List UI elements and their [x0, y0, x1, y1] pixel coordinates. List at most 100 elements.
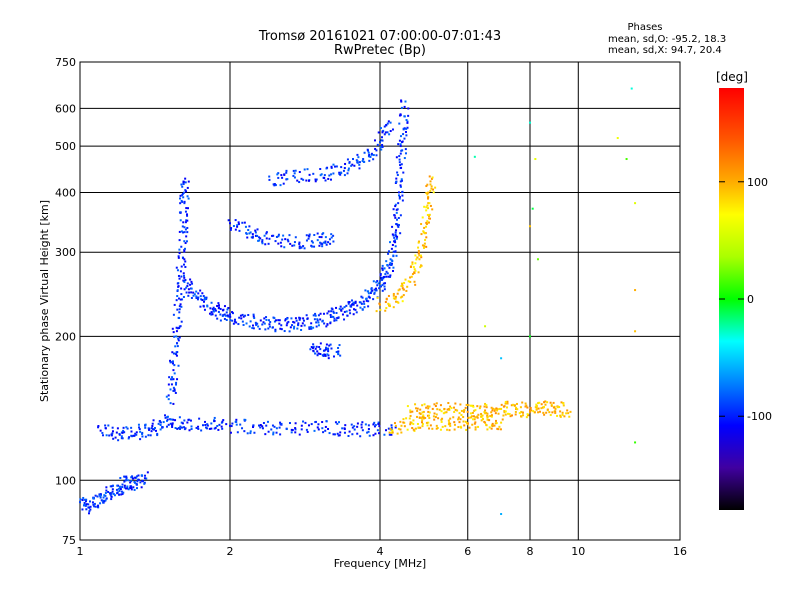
data-point: [237, 223, 240, 226]
data-point: [205, 426, 208, 429]
data-point: [407, 114, 410, 117]
data-point: [413, 429, 416, 432]
data-point: [381, 267, 384, 270]
data-point: [402, 171, 405, 174]
data-point: [362, 300, 365, 303]
data-point: [504, 413, 507, 416]
data-point: [171, 378, 174, 381]
data-point: [383, 433, 386, 436]
data-point: [343, 167, 346, 170]
data-point: [510, 404, 513, 407]
data-point: [330, 236, 333, 239]
data-point: [343, 174, 346, 177]
data-point: [373, 288, 376, 291]
data-point: [359, 435, 362, 438]
data-point: [79, 498, 82, 501]
data-point: [269, 321, 272, 324]
data-point: [169, 418, 172, 421]
data-point: [180, 199, 183, 202]
data-point: [196, 298, 199, 301]
data-point: [367, 305, 370, 308]
data-point: [125, 426, 128, 429]
data-point: [104, 427, 107, 430]
data-point: [184, 177, 187, 180]
data-point: [409, 265, 412, 268]
data-point: [135, 431, 138, 434]
grid: [80, 62, 680, 540]
data-point: [400, 166, 403, 169]
data-point: [425, 209, 428, 212]
data-point: [203, 300, 206, 303]
data-point: [409, 414, 412, 417]
data-point: [312, 326, 315, 329]
data-point: [371, 289, 374, 292]
data-point: [406, 120, 409, 123]
data-point: [385, 307, 388, 310]
data-point: [189, 283, 192, 286]
data-point: [470, 416, 473, 419]
data-point: [441, 425, 444, 428]
data-point: [123, 484, 126, 487]
data-point: [356, 161, 359, 164]
data-point: [350, 423, 353, 426]
data-point: [277, 319, 280, 322]
data-point: [332, 355, 335, 358]
data-point: [472, 405, 475, 408]
data-point: [387, 427, 390, 430]
data-point: [385, 270, 388, 273]
data-point: [401, 199, 404, 202]
data-point: [349, 312, 352, 315]
data-point: [327, 357, 330, 360]
data-point: [433, 418, 436, 421]
data-point: [416, 409, 419, 412]
data-point: [463, 409, 466, 412]
data-point: [211, 313, 214, 316]
data-point: [300, 177, 303, 180]
data-point: [399, 296, 402, 299]
data-point: [128, 487, 131, 490]
data-point: [496, 408, 499, 411]
data-point: [347, 169, 350, 172]
data-point: [246, 432, 249, 435]
data-point: [277, 233, 280, 236]
data-point: [117, 487, 120, 490]
data-point: [252, 424, 255, 427]
data-point: [447, 423, 450, 426]
data-point: [282, 234, 285, 237]
data-point: [404, 152, 407, 155]
data-point: [298, 318, 301, 321]
data-point: [178, 336, 181, 339]
data-point: [503, 410, 506, 413]
data-point: [429, 180, 432, 183]
data-point: [305, 239, 308, 242]
data-point: [110, 434, 113, 437]
data-point: [378, 432, 381, 435]
data-point: [134, 481, 137, 484]
data-point: [182, 257, 185, 260]
data-point: [266, 420, 269, 423]
data-point: [294, 428, 297, 431]
data-point: [367, 292, 370, 295]
data-point: [413, 268, 416, 271]
data-point: [254, 231, 257, 234]
data-point: [474, 416, 477, 419]
data-point: [188, 429, 191, 432]
data-point: [179, 202, 182, 205]
data-point: [429, 183, 432, 186]
data-point: [301, 322, 304, 325]
data-point: [428, 416, 431, 419]
data-point: [244, 225, 247, 228]
data-point: [296, 327, 299, 330]
data-point: [477, 413, 480, 416]
data-point: [417, 426, 420, 429]
data-point: [392, 254, 395, 257]
data-point: [216, 317, 219, 320]
data-point: [241, 320, 244, 323]
data-point: [251, 233, 254, 236]
data-point: [183, 426, 186, 429]
data-point: [515, 402, 518, 405]
data-point: [390, 262, 393, 265]
data-point: [377, 131, 380, 134]
data-point: [434, 404, 437, 407]
data-point: [383, 267, 386, 270]
